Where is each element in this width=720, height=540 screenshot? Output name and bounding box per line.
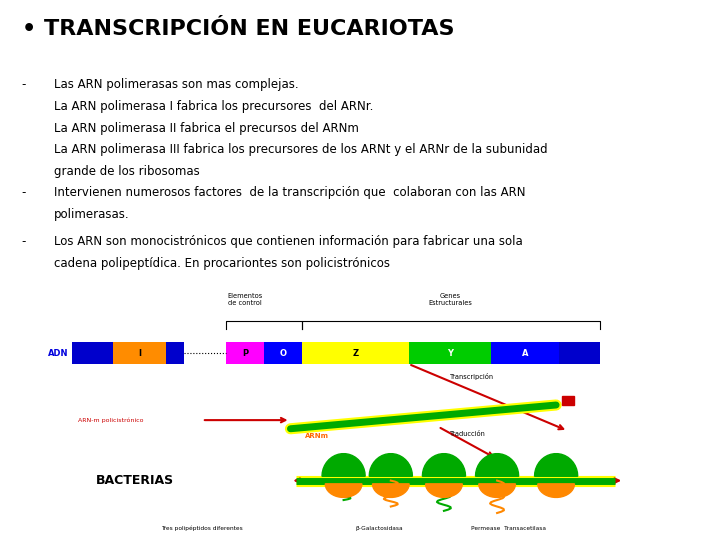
Text: -: - <box>22 235 26 248</box>
Text: ADN: ADN <box>48 349 68 357</box>
Text: La ARN polimerasa II fabrica el precursos del ARNm: La ARN polimerasa II fabrica el precurso… <box>54 122 359 134</box>
Text: Traducción: Traducción <box>450 431 486 437</box>
Bar <box>113 342 166 364</box>
Polygon shape <box>479 484 516 497</box>
Text: Z: Z <box>352 349 359 357</box>
Text: Permease  Transacetilasa: Permease Transacetilasa <box>472 526 546 531</box>
Bar <box>72 342 113 364</box>
Text: Los ARN son monocistrónicos que contienen información para fabricar una sola: Los ARN son monocistrónicos que contiene… <box>54 235 523 248</box>
Polygon shape <box>426 484 462 497</box>
Text: ARN-m policistrónico: ARN-m policistrónico <box>78 417 143 423</box>
Text: Genes
Estructurales: Genes Estructurales <box>428 293 472 306</box>
Text: • TRANSCRIPCIÓN EN EUCARIOTAS: • TRANSCRIPCIÓN EN EUCARIOTAS <box>22 19 454 39</box>
Text: polimerasas.: polimerasas. <box>54 208 130 221</box>
Bar <box>264 342 302 364</box>
Text: Y: Y <box>447 349 453 357</box>
Polygon shape <box>534 454 577 476</box>
Polygon shape <box>369 454 413 476</box>
Text: La ARN polimerasa I fabrica los precursores  del ARNr.: La ARN polimerasa I fabrica los precurso… <box>54 100 374 113</box>
Polygon shape <box>322 454 365 476</box>
Text: cadena polipeptídica. En procariontes son policistrónicos: cadena polipeptídica. En procariontes so… <box>54 256 390 269</box>
Bar <box>491 342 559 364</box>
Text: -: - <box>22 78 26 91</box>
Bar <box>166 342 184 364</box>
Text: Las ARN polimerasas son mas complejas.: Las ARN polimerasas son mas complejas. <box>54 78 299 91</box>
Bar <box>562 396 574 405</box>
Text: Tres polipéptidos diferentes: Tres polipéptidos diferentes <box>161 526 243 531</box>
Polygon shape <box>372 484 409 497</box>
Text: Elementos
de control: Elementos de control <box>228 293 263 306</box>
Text: Intervienen numerosos factores  de la transcripción que  colaboran con las ARN: Intervienen numerosos factores de la tra… <box>54 186 526 199</box>
Text: ARNm: ARNm <box>305 433 329 439</box>
Text: O: O <box>280 349 287 357</box>
Polygon shape <box>423 454 466 476</box>
Text: BACTERIAS: BACTERIAS <box>96 474 174 487</box>
Bar <box>559 342 600 364</box>
Polygon shape <box>538 484 575 497</box>
Text: Transcripción: Transcripción <box>450 373 494 380</box>
Text: P: P <box>242 349 248 357</box>
Text: grande de los ribosomas: grande de los ribosomas <box>54 165 199 178</box>
Text: La ARN polimerasa III fabrica los precursores de los ARNt y el ARNr de la subuni: La ARN polimerasa III fabrica los precur… <box>54 143 548 156</box>
Bar <box>302 342 408 364</box>
Text: I: I <box>138 349 141 357</box>
Bar <box>225 342 264 364</box>
Polygon shape <box>325 484 362 497</box>
Text: A: A <box>522 349 528 357</box>
Text: -: - <box>22 186 26 199</box>
Text: β-Galactosidasa: β-Galactosidasa <box>355 526 402 531</box>
Bar <box>408 342 491 364</box>
Polygon shape <box>475 454 518 476</box>
